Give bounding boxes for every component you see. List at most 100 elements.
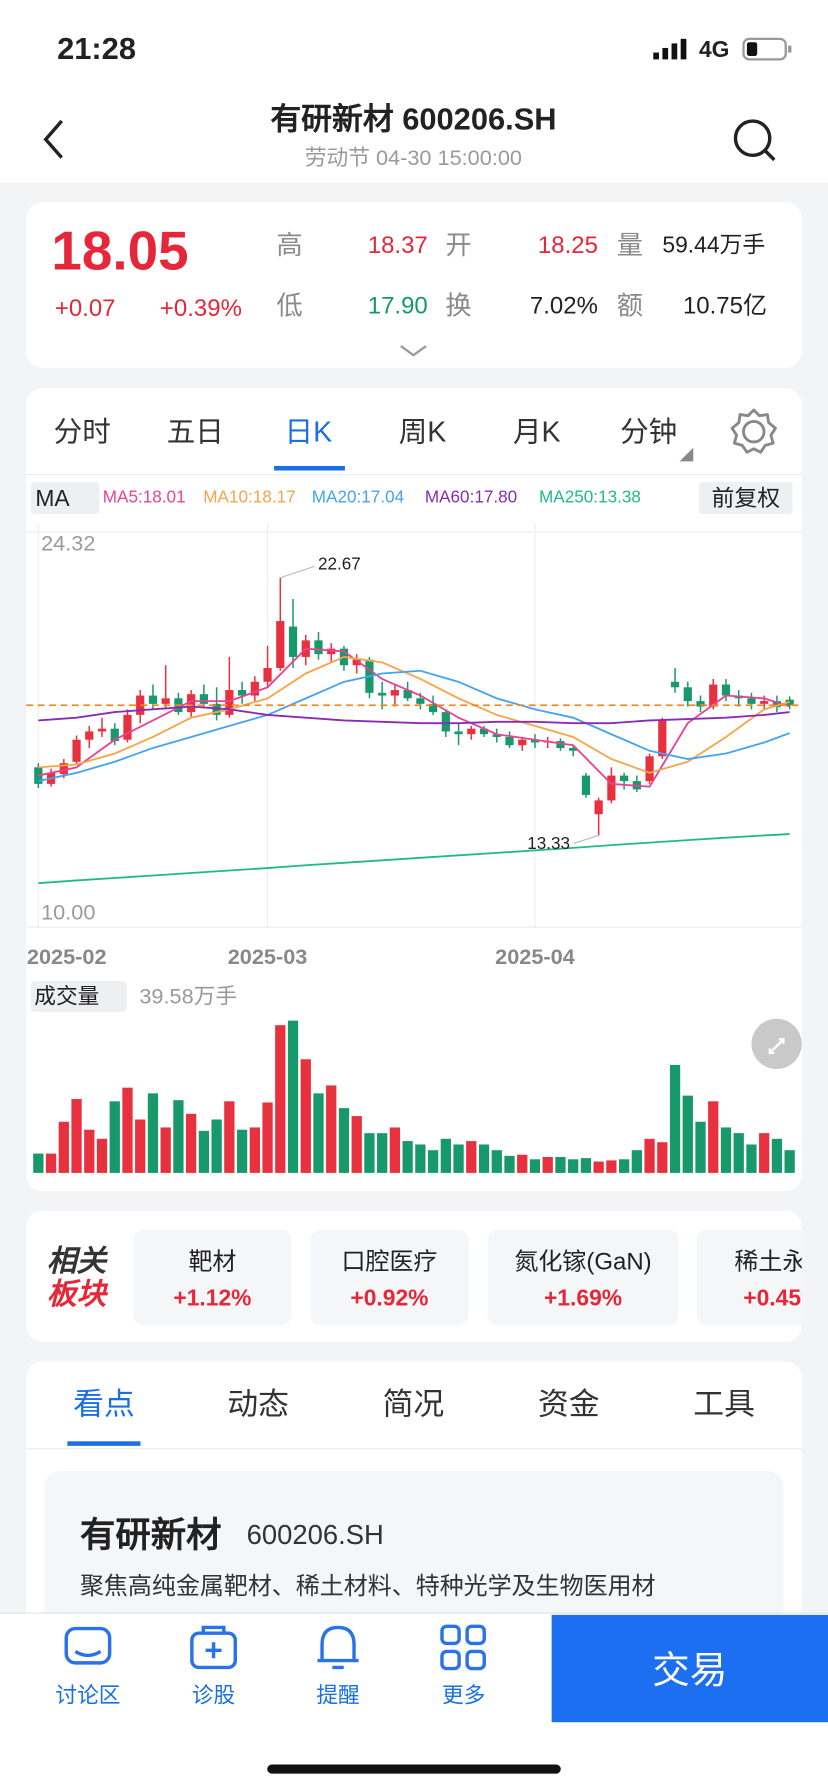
nav-label[interactable]: 讨论区 bbox=[55, 1683, 121, 1708]
info-tab[interactable]: 工具 bbox=[693, 1387, 755, 1422]
divider bbox=[26, 473, 802, 476]
ma-line bbox=[38, 669, 790, 782]
volume-box[interactable] bbox=[30, 981, 127, 1012]
volume-bar bbox=[338, 1108, 350, 1173]
volume-bar bbox=[504, 1155, 515, 1173]
quote-card bbox=[26, 202, 802, 368]
volume-bar bbox=[771, 1138, 783, 1173]
volume-bar bbox=[695, 1121, 706, 1173]
candle-body bbox=[518, 739, 527, 746]
volume-bar bbox=[580, 1158, 592, 1173]
candle-body bbox=[428, 703, 438, 713]
nav-label[interactable]: 更多 bbox=[441, 1683, 486, 1708]
nav-label[interactable]: 提醒 bbox=[316, 1683, 360, 1708]
sector-card: 相关 板块 靶材 +1.12% 口腔医疗 +0.92% 氮化镓(GaN) +1.69% 稀土… bbox=[26, 1210, 802, 1342]
legend-entry: MA5:18.01 bbox=[103, 486, 186, 506]
candle-body bbox=[581, 775, 591, 795]
nav-label[interactable]: 诊股 bbox=[191, 1683, 236, 1708]
candle-body bbox=[658, 720, 667, 757]
candle-body bbox=[620, 775, 629, 782]
candle-body bbox=[187, 694, 196, 713]
info-tab[interactable]: 简况 bbox=[382, 1387, 445, 1422]
ma-line bbox=[38, 655, 790, 774]
candle-body bbox=[97, 728, 107, 732]
legend-entry: MA250:13.38 bbox=[539, 486, 641, 506]
fullscreen-button[interactable] bbox=[749, 1016, 804, 1071]
candle-body bbox=[747, 698, 756, 704]
change: +0.07 bbox=[54, 295, 116, 322]
volume-bar bbox=[746, 1144, 757, 1173]
info-tab[interactable]: 看点 bbox=[73, 1387, 135, 1422]
volume-bar bbox=[542, 1156, 553, 1173]
header-title: 有研新材 600206.SH bbox=[270, 102, 557, 137]
period-tab[interactable]: 日K bbox=[284, 416, 333, 449]
candle-body bbox=[148, 695, 158, 704]
info-tab[interactable]: 动态 bbox=[227, 1387, 289, 1422]
back-button[interactable] bbox=[34, 114, 80, 164]
field-value: 10.75亿 bbox=[682, 292, 767, 320]
sector-item[interactable]: 靶材 +1.12% bbox=[133, 1230, 292, 1325]
period-tab[interactable]: 五日 bbox=[166, 416, 224, 449]
info-tab[interactable]: 资金 bbox=[537, 1387, 600, 1422]
volume-bar bbox=[529, 1159, 541, 1173]
sector-name: 靶材 bbox=[188, 1248, 237, 1276]
candle-body bbox=[594, 800, 603, 815]
nav-icons bbox=[64, 1624, 486, 1671]
candle-body bbox=[645, 756, 654, 782]
volume-bar bbox=[593, 1161, 604, 1173]
candle-body bbox=[85, 731, 94, 740]
candle-body bbox=[123, 714, 132, 740]
candle-body bbox=[403, 690, 412, 699]
candle-body bbox=[416, 698, 425, 704]
candle-body bbox=[467, 728, 476, 735]
trade-button[interactable] bbox=[551, 1614, 828, 1723]
volume-bar bbox=[160, 1127, 171, 1173]
sector-name: 口腔医疗 bbox=[341, 1248, 438, 1276]
indicator-box[interactable] bbox=[30, 481, 100, 514]
candle-body bbox=[696, 701, 705, 707]
adjust-box[interactable] bbox=[698, 481, 793, 514]
top-bar bbox=[0, 0, 828, 183]
expand-chevron[interactable] bbox=[397, 343, 429, 359]
volume-bar bbox=[186, 1113, 197, 1173]
x-tick-label: 2025-03 bbox=[228, 944, 308, 969]
volume-bar bbox=[109, 1101, 120, 1173]
volume-bar bbox=[720, 1127, 732, 1173]
volume-bar bbox=[618, 1159, 630, 1173]
volume-bar bbox=[415, 1144, 426, 1173]
chart-card bbox=[26, 388, 802, 1192]
divider bbox=[26, 1448, 802, 1450]
header-subtitle: 劳动节 04-30 15:00:00 bbox=[304, 146, 522, 171]
volume-bar bbox=[389, 1127, 401, 1173]
field-value: 7.02% bbox=[529, 292, 598, 320]
candle-body bbox=[556, 741, 565, 748]
candle-body bbox=[492, 734, 501, 737]
candle-body bbox=[479, 728, 489, 735]
field-value: 18.25 bbox=[537, 232, 598, 259]
volume-bar bbox=[708, 1101, 719, 1173]
volume-bar bbox=[71, 1099, 82, 1173]
candle-body bbox=[721, 684, 731, 696]
sector-change: +0.45% bbox=[743, 1285, 802, 1312]
period-tab[interactable]: 月K bbox=[512, 416, 561, 449]
volume-bar bbox=[440, 1138, 451, 1173]
summary-code: 600206.SH bbox=[246, 1520, 384, 1551]
volume-bar bbox=[491, 1150, 502, 1173]
legend-entry: MA10:18.17 bbox=[203, 486, 295, 506]
sector-item[interactable]: 氮化镓(GaN) +1.69% bbox=[487, 1230, 679, 1325]
legend-entry: MA60:17.80 bbox=[425, 486, 517, 506]
sector-item[interactable]: 稀土永磁 +0.45% bbox=[696, 1230, 802, 1325]
volume-note: 39.58万手 bbox=[139, 985, 238, 1010]
period-tab[interactable]: 分时 bbox=[53, 416, 111, 449]
period-tab[interactable]: 分钟 bbox=[620, 416, 678, 449]
settings-button[interactable] bbox=[729, 407, 779, 457]
volume-bar bbox=[606, 1160, 617, 1173]
volume-bar bbox=[211, 1119, 222, 1173]
search-button[interactable] bbox=[731, 116, 781, 166]
sector-item[interactable]: 口腔医疗 +0.92% bbox=[310, 1230, 469, 1325]
period-tab[interactable]: 周K bbox=[398, 416, 447, 449]
ma-line bbox=[38, 647, 790, 788]
volume-bar bbox=[275, 1025, 286, 1173]
